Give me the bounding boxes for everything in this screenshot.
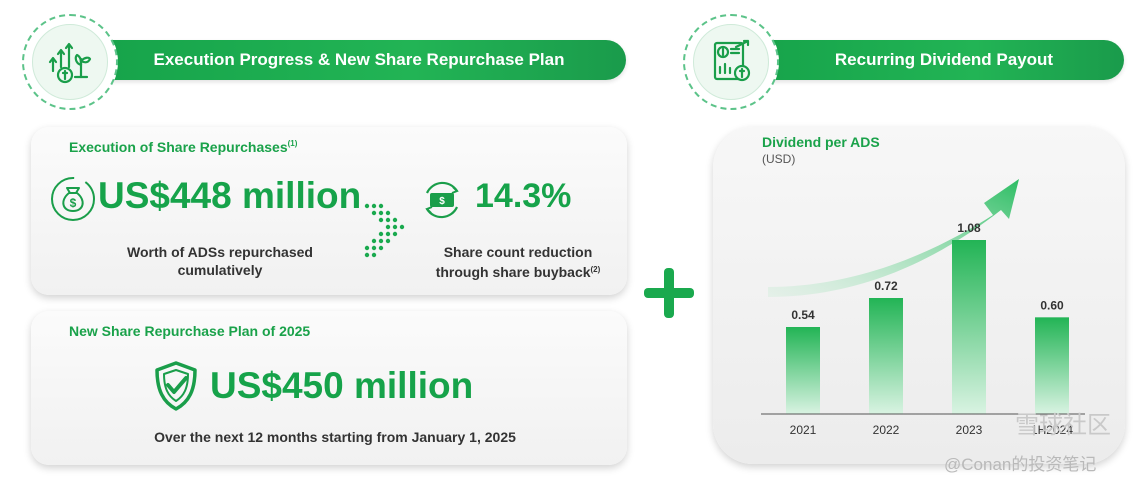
share-reduction-caption-line1: Share count reduction bbox=[443, 244, 593, 260]
share-reduction-caption: Share count reduction through share buyb… bbox=[418, 243, 618, 281]
cash-cycle-icon: $ bbox=[425, 181, 459, 219]
value-label-2023: 1.08 bbox=[957, 221, 981, 235]
value-label-2022: 0.72 bbox=[874, 279, 898, 293]
value-label-2021: 0.54 bbox=[791, 308, 815, 322]
left-section-title: Execution Progress & New Share Repurchas… bbox=[153, 50, 565, 69]
category-label-2022: 2022 bbox=[873, 423, 900, 437]
right-section-title: Recurring Dividend Payout bbox=[834, 50, 1054, 69]
left-section-header: Execution Progress & New Share Repurchas… bbox=[92, 40, 626, 80]
svg-text:$: $ bbox=[439, 196, 445, 207]
dotted-chevron-icon bbox=[364, 203, 405, 258]
category-label-2023: 2023 bbox=[956, 423, 983, 437]
right-header-badge bbox=[683, 14, 779, 110]
execution-footnote: (1) bbox=[287, 139, 298, 148]
share-reduction-footnote: (2) bbox=[590, 265, 601, 274]
execution-title-text: Execution of Share Repurchases bbox=[69, 139, 288, 155]
plus-icon bbox=[644, 268, 694, 318]
bar-2021 bbox=[786, 327, 820, 414]
watermark-forum: 雪球社区 bbox=[1015, 412, 1111, 439]
repurchased-amount: US$448 million bbox=[98, 175, 362, 216]
right-section-header: Recurring Dividend Payout bbox=[752, 40, 1124, 80]
repurchased-caption-line2: cumulatively bbox=[177, 262, 263, 278]
repurchased-caption: Worth of ADSs repurchased cumulatively bbox=[100, 243, 340, 279]
money-bag-icon: $ bbox=[51, 177, 95, 221]
new-plan-title: New Share Repurchase Plan of 2025 bbox=[69, 323, 311, 339]
dividend-bar-chart: 0.54 2021 0.72 2022 1.08 2023 0.60 1H2024 bbox=[761, 179, 1085, 437]
left-header-badge bbox=[22, 14, 118, 110]
chart-title: Dividend per ADS bbox=[762, 134, 880, 150]
dividend-report-icon bbox=[713, 39, 751, 82]
execution-title: Execution of Share Repurchases(1) bbox=[69, 139, 297, 155]
watermark-author: @Conan的投资笔记 bbox=[944, 455, 1097, 474]
category-label-2021: 2021 bbox=[790, 423, 817, 437]
shield-check-icon bbox=[155, 361, 197, 411]
new-plan-amount: US$450 million bbox=[210, 365, 474, 406]
bar-1H2024 bbox=[1035, 317, 1069, 414]
execution-card bbox=[31, 127, 627, 295]
chart-unit: (USD) bbox=[762, 152, 796, 166]
new-plan-caption: Over the next 12 months starting from Ja… bbox=[154, 429, 516, 445]
share-reduction-caption-line2: through share buyback bbox=[435, 264, 591, 280]
bar-2023 bbox=[952, 240, 986, 414]
category-label-1H2024: 1H2024 bbox=[1031, 423, 1073, 437]
new-plan-card bbox=[31, 311, 627, 465]
bar-2022 bbox=[869, 298, 903, 414]
growth-coins-icon bbox=[48, 42, 92, 84]
svg-text:$: $ bbox=[70, 196, 77, 210]
share-reduction-value: 14.3% bbox=[475, 177, 572, 215]
repurchased-caption-line1: Worth of ADSs repurchased bbox=[127, 244, 313, 260]
value-label-1H2024: 0.60 bbox=[1040, 298, 1064, 312]
